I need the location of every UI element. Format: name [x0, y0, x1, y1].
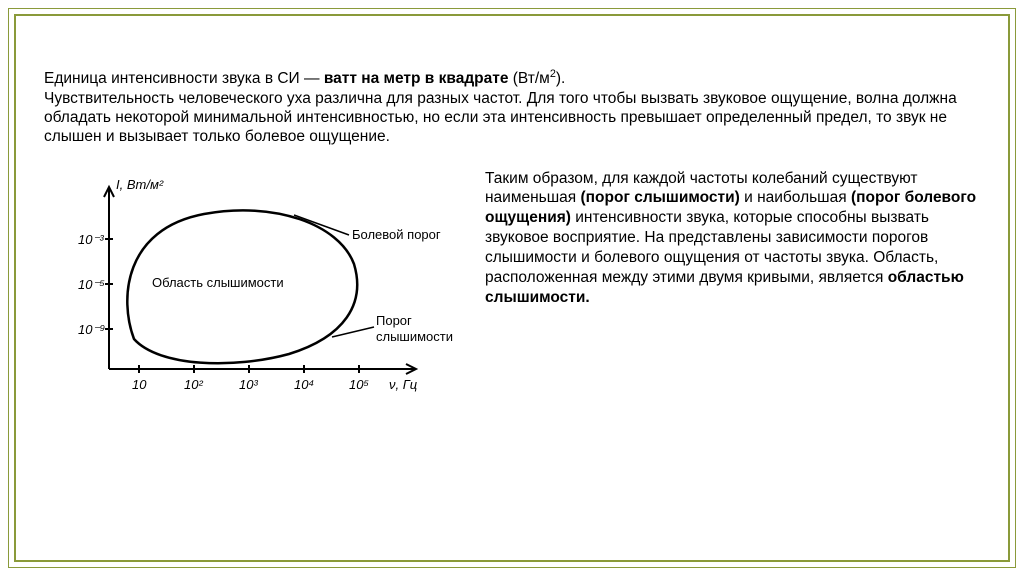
text: Единица интенсивности звука в СИ — [44, 70, 324, 87]
svg-text:10³: 10³ [239, 377, 258, 392]
svg-text:10⁻⁹: 10⁻⁹ [78, 322, 105, 337]
svg-text:10⁻³: 10⁻³ [78, 232, 104, 247]
si-unit-name: ватт на метр в квадрате [324, 70, 509, 87]
slide-content: Единица интенсивности звука в СИ — ватт … [14, 14, 1010, 562]
text: и наибольшая [740, 189, 851, 206]
explanation-paragraph: Таким образом, для каждой частоты колеба… [485, 169, 980, 308]
hearing-chart: 10⁻³ 10⁻⁵ 10⁻⁹ 10 10² 10³ 10⁴ 10⁵ [44, 169, 459, 404]
svg-text:Порог: Порог [376, 313, 412, 328]
text: (Вт/м [508, 70, 549, 87]
hearing-threshold-term: (порог слышимости) [581, 189, 740, 206]
svg-text:10⁻⁵: 10⁻⁵ [78, 277, 105, 292]
content-row: 10⁻³ 10⁻⁵ 10⁻⁹ 10 10² 10³ 10⁴ 10⁵ [44, 169, 980, 404]
svg-text:Область слышимости: Область слышимости [152, 275, 284, 290]
svg-text:ν, Гц: ν, Гц [389, 377, 417, 392]
text: Чувствительность человеческого уха разли… [44, 90, 957, 146]
intro-paragraph: Единица интенсивности звука в СИ — ватт … [44, 68, 980, 147]
text: ). [556, 70, 565, 87]
svg-text:10: 10 [132, 377, 147, 392]
svg-text:Болевой порог: Болевой порог [352, 227, 441, 242]
svg-text:I, Вт/м²: I, Вт/м² [116, 177, 164, 192]
svg-text:10⁵: 10⁵ [349, 377, 369, 392]
svg-text:10⁴: 10⁴ [294, 377, 314, 392]
svg-text:слышимости: слышимости [376, 329, 453, 344]
svg-text:10²: 10² [184, 377, 203, 392]
